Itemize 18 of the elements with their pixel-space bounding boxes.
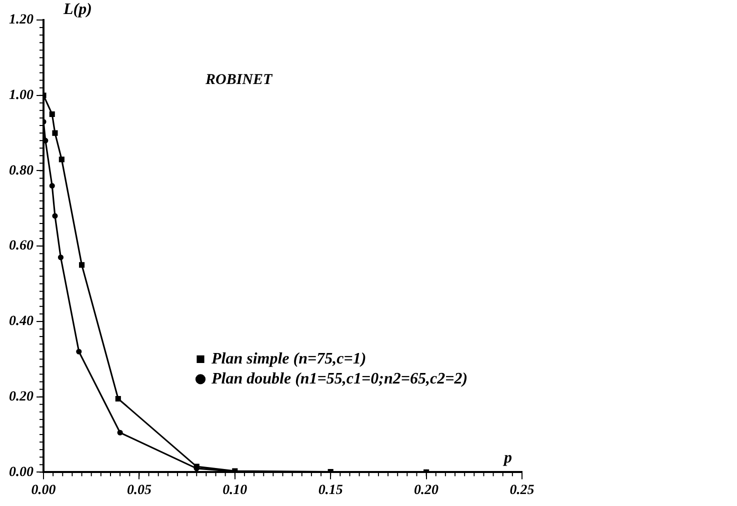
legend-label: Plan simple (n=75,c=1): [210, 350, 366, 368]
y-tick-label: 0.60: [9, 238, 34, 254]
y-axis-title: L(p): [62, 1, 92, 18]
x-tick-label: 0.10: [222, 483, 248, 498]
annotation: ROBINET: [204, 72, 274, 88]
x-tick-label: 0.15: [318, 483, 343, 498]
legend-label: Plan double (n1=55,c1=0;n2=65,c2=2): [210, 370, 468, 388]
y-tick-label: 0.80: [9, 163, 34, 178]
x-tick-label: 0.05: [126, 483, 152, 498]
x-axis-title: p: [502, 449, 512, 466]
y-tick-label: 0.40: [9, 314, 34, 330]
y-tick-label: 1.00: [9, 88, 34, 103]
x-tick-label: 0.00: [31, 483, 56, 498]
x-tick-label: 0.20: [414, 483, 439, 498]
x-tick-label: 0.25: [510, 483, 534, 498]
y-tick-label: 0.20: [9, 389, 34, 404]
y-tick-label: 1.20: [9, 12, 34, 28]
y-tick-label: 0.00: [9, 464, 34, 480]
